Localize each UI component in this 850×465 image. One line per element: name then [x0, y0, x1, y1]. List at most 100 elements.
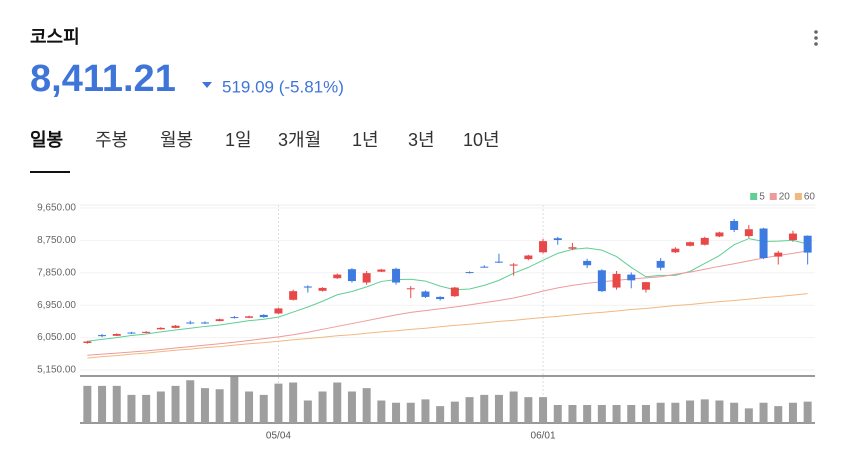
- volume-bar: [744, 408, 753, 423]
- volume-bar: [494, 394, 503, 423]
- y-tick-label: 5,150.00: [37, 365, 76, 376]
- candle-body: [509, 264, 518, 266]
- volume-bar: [465, 397, 474, 423]
- legend-label: 60: [804, 192, 816, 203]
- volume-bar: [392, 402, 401, 423]
- volume-bar: [245, 391, 254, 423]
- candle-body: [759, 228, 768, 259]
- down-arrow: [202, 82, 212, 88]
- volume-bar: [186, 380, 195, 423]
- x-tick-label: 05/04: [266, 431, 291, 442]
- volume-bar: [553, 405, 562, 423]
- volume-bar: [450, 401, 459, 423]
- candle-body: [318, 287, 327, 291]
- volume-bar: [671, 402, 680, 423]
- candle-body: [539, 241, 548, 253]
- candle-body: [656, 260, 665, 268]
- candle-body: [171, 325, 180, 328]
- volume-bar: [156, 391, 165, 423]
- tab[interactable]: 월봉: [160, 130, 193, 150]
- legend-swatch: [769, 193, 777, 200]
- y-tick-label: 6,050.00: [37, 332, 76, 343]
- volume-bar: [274, 383, 283, 423]
- volume-bar: [524, 397, 533, 423]
- tab[interactable]: 주봉: [95, 130, 128, 150]
- candle-body: [347, 269, 356, 282]
- candle-body: [612, 273, 621, 288]
- candle-body: [774, 252, 783, 257]
- candle-body: [406, 288, 415, 290]
- volume-bar: [539, 397, 548, 423]
- ma-line: [87, 250, 808, 356]
- tab[interactable]: 3년: [408, 130, 435, 150]
- candle-body: [274, 308, 283, 314]
- volume-bar: [230, 376, 239, 423]
- volume-bar: [377, 400, 386, 423]
- tab[interactable]: 3개월: [278, 130, 321, 150]
- candle-body: [392, 268, 401, 283]
- candle-body: [333, 274, 342, 279]
- candle-body: [494, 261, 503, 263]
- menu-button[interactable]: [814, 30, 818, 46]
- candle-body: [788, 233, 797, 241]
- tab[interactable]: 10년: [463, 130, 500, 150]
- volume-bar: [406, 402, 415, 423]
- volume-bar: [215, 389, 224, 423]
- candle-body: [568, 247, 577, 249]
- volume-bar: [612, 405, 621, 423]
- candle-body: [289, 291, 298, 300]
- ma-line: [87, 293, 808, 359]
- volume-bar: [597, 405, 606, 423]
- x-tick-label: 06/01: [531, 431, 556, 442]
- tab[interactable]: 일봉: [30, 130, 63, 150]
- volume-bar: [641, 405, 650, 423]
- candle-body: [186, 322, 195, 324]
- candle-body: [450, 287, 459, 297]
- tab[interactable]: 1일: [225, 130, 252, 150]
- candle-body: [671, 248, 680, 253]
- volume-bar: [788, 402, 797, 423]
- candle-body: [421, 291, 430, 297]
- candle-body: [627, 274, 636, 281]
- volume-bar: [421, 399, 430, 423]
- y-tick-label: 8,750.00: [37, 235, 76, 246]
- candle-body: [98, 335, 107, 337]
- volume-bar: [627, 405, 636, 423]
- candle-body: [230, 317, 239, 319]
- candle-body: [480, 266, 489, 268]
- volume-bar: [333, 382, 342, 423]
- volume-bar: [715, 400, 724, 423]
- candle-body: [215, 319, 224, 322]
- candle-body: [524, 255, 533, 260]
- volume-bar: [112, 385, 121, 423]
- volume-bar: [480, 394, 489, 423]
- tab-underline: [30, 171, 70, 173]
- volume-bar: [83, 385, 92, 423]
- volume-bar: [436, 406, 445, 423]
- volume-bar: [656, 402, 665, 423]
- y-tick-label: 9,650.00: [37, 203, 76, 214]
- volume-bar: [568, 405, 577, 423]
- volume-bar: [583, 405, 592, 423]
- candle-body: [553, 238, 562, 241]
- candle-body: [259, 314, 268, 318]
- volume-bar: [303, 400, 312, 423]
- candle-body: [142, 331, 151, 333]
- legend-label: 20: [779, 192, 791, 203]
- candle-body: [127, 332, 136, 334]
- volume-bar: [318, 391, 327, 423]
- volume-bar: [98, 385, 107, 423]
- candle-body: [597, 270, 606, 292]
- legend-swatch: [750, 193, 758, 200]
- volume-bar: [700, 399, 709, 423]
- tab[interactable]: 1년: [352, 130, 379, 150]
- volume-bar: [759, 402, 768, 423]
- candle-body: [803, 235, 812, 253]
- volume-bar: [127, 394, 136, 423]
- candle-body: [245, 316, 254, 318]
- candle-body: [200, 322, 209, 324]
- volume-bar: [774, 406, 783, 423]
- candle-body: [744, 229, 753, 237]
